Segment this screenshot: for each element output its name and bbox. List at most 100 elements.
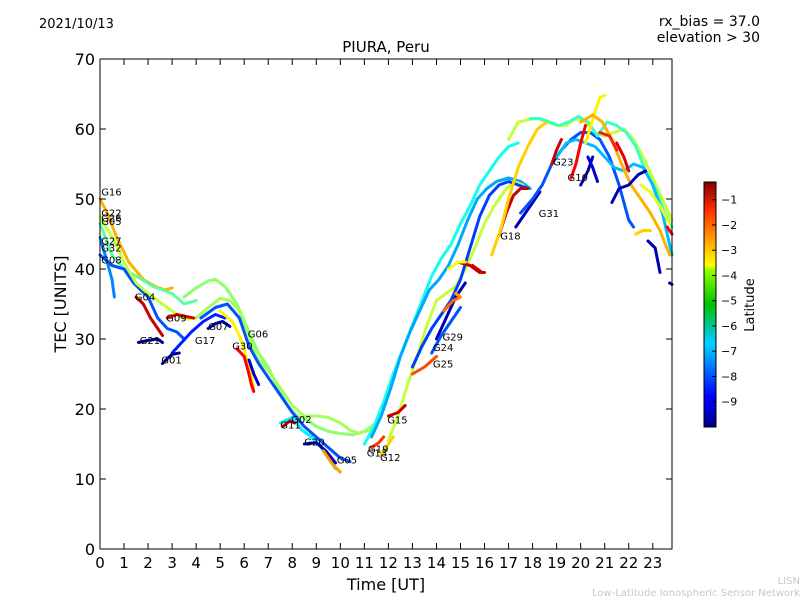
series-track-21 (362, 141, 520, 446)
y-tick-label-30: 30 (75, 330, 95, 349)
series-track-3 (98, 253, 186, 341)
colorbar-tick-label-1: −2 (721, 219, 737, 232)
colorbar-tick-label-6: −7 (721, 345, 737, 358)
series-track-55 (471, 264, 486, 274)
x-tick-label-17: 17 (499, 554, 518, 572)
y-tick-label-10: 10 (75, 470, 95, 489)
x-tick-label-13: 13 (403, 554, 422, 572)
colorbar-tick-label-7: −8 (721, 370, 737, 383)
series-track-5 (170, 313, 227, 355)
x-tick-label-21: 21 (595, 554, 614, 572)
series-track-19 (281, 419, 297, 428)
y-tick-label-60: 60 (75, 120, 95, 139)
series-track-10 (247, 358, 261, 386)
x-tick-label-20: 20 (571, 554, 590, 572)
colorbar-tick-label-4: −5 (721, 295, 737, 308)
plot-frame (99, 58, 673, 550)
series-track-1 (98, 222, 198, 306)
series-track-8 (199, 302, 352, 463)
satellite-label-g24-24: G24 (433, 343, 453, 354)
series-track-2 (98, 236, 116, 299)
x-tick-label-2: 2 (143, 554, 153, 572)
series-track-36 (519, 131, 635, 229)
x-tick-label-12: 12 (379, 554, 398, 572)
x-axis-label: Time [UT] (346, 575, 425, 594)
colorbar-tick-label-5: −6 (721, 320, 737, 333)
series-track-35 (514, 190, 542, 229)
credit-long: Low-Latitude Ionospheric Sensor Network (592, 588, 800, 599)
satellite-label-g12-21: G12 (380, 453, 400, 464)
x-tick-label-16: 16 (475, 554, 494, 572)
y-tick-label-0: 0 (85, 540, 95, 559)
satellite-label-g20-17: G20 (304, 437, 324, 448)
rx-bias-info: rx_bias = 37.0 elevation > 30 (657, 14, 760, 46)
series-track-50 (646, 239, 662, 274)
series-track-16 (206, 320, 232, 330)
satellite-label-g06-14: G06 (248, 330, 268, 341)
series-track-33 (447, 260, 467, 271)
x-tick-label-23: 23 (643, 554, 662, 572)
chart-title: PIURA, Peru (342, 38, 429, 56)
x-tick-label-0: 0 (95, 554, 105, 572)
satellite-label-g08-6: G08 (101, 255, 121, 266)
satellite-label-g22-1: G22 (101, 209, 121, 220)
colorbar-tick-label-0: −1 (721, 194, 737, 207)
elevation-label: elevation > 30 (656, 30, 760, 46)
series-track-7 (194, 296, 381, 435)
satellite-label-g21-8: G21 (140, 336, 160, 347)
series-track-26 (386, 404, 407, 418)
series-track-15 (134, 295, 164, 337)
satellite-label-layer: G16G22G26G05G27G32G08G04G21G01G09G17G07G… (101, 157, 588, 466)
satellite-label-g05-3: G05 (101, 217, 121, 228)
series-track-40 (555, 138, 674, 257)
x-tick-label-7: 7 (263, 554, 273, 572)
series-track-49 (610, 169, 648, 204)
series-track-54 (639, 183, 672, 225)
series-track-41 (584, 93, 607, 145)
date-label: 2021/10/13 (39, 17, 114, 32)
series-track-47 (569, 124, 587, 180)
series-track-38 (490, 120, 549, 257)
series-track-45 (550, 138, 563, 166)
x-tick-label-10: 10 (331, 554, 350, 572)
x-tick-label-8: 8 (287, 554, 297, 572)
x-tick-label-15: 15 (451, 554, 470, 572)
x-tick-label-11: 11 (355, 554, 374, 572)
satellite-label-g09-10: G09 (166, 314, 186, 325)
series-layer (98, 93, 674, 474)
satellite-label-g30-13: G30 (232, 342, 252, 353)
satellite-label-g23-28: G23 (553, 157, 573, 168)
x-tick-label-18: 18 (523, 554, 542, 572)
series-track-6 (182, 278, 376, 437)
satellite-label-g32-5: G32 (101, 244, 121, 255)
x-tick-label-1: 1 (119, 554, 129, 572)
series-track-13 (161, 351, 181, 365)
satellite-label-g15-22: G15 (387, 416, 407, 427)
y-axis-label: TEC [UNITS] (51, 256, 70, 354)
colorbar (703, 181, 717, 428)
satellite-label-g25-25: G25 (433, 360, 453, 371)
x-tick-label-19: 19 (547, 554, 566, 572)
satellite-label-g10-29: G10 (568, 173, 588, 184)
series-track-34 (497, 187, 530, 237)
satellite-label-g07-12: G07 (208, 322, 228, 333)
series-track-28 (379, 435, 395, 456)
colorbar-ticks: −1 −2 −3 −4 −5 −6 −7 −8 −9 (712, 194, 737, 409)
satellite-label-g27-4: G27 (101, 237, 121, 248)
series-track-56 (454, 292, 462, 299)
rx-bias-label: rx_bias = 37.0 (658, 14, 760, 30)
colorbar-label: Latitude (743, 278, 758, 332)
series-track-24 (410, 180, 530, 369)
x-axis-ticks: 0 1 2 3 4 5 6 7 8 9 10 11 12 13 14 15 16 17 18 19 20 21 22 23 (95, 59, 662, 572)
x-tick-label-3: 3 (167, 554, 177, 572)
series-track-48 (586, 155, 599, 183)
series-track-30 (442, 295, 462, 313)
satellite-label-g29-23: G29 (443, 332, 463, 343)
series-track-20 (322, 449, 342, 474)
series-track-18 (302, 441, 337, 465)
credit-short: LISN (777, 576, 800, 587)
satellite-label-g05-18: G05 (337, 456, 357, 467)
satellite-label-g31-27: G31 (539, 209, 559, 220)
satellite-label-g04-7: G04 (135, 293, 155, 304)
